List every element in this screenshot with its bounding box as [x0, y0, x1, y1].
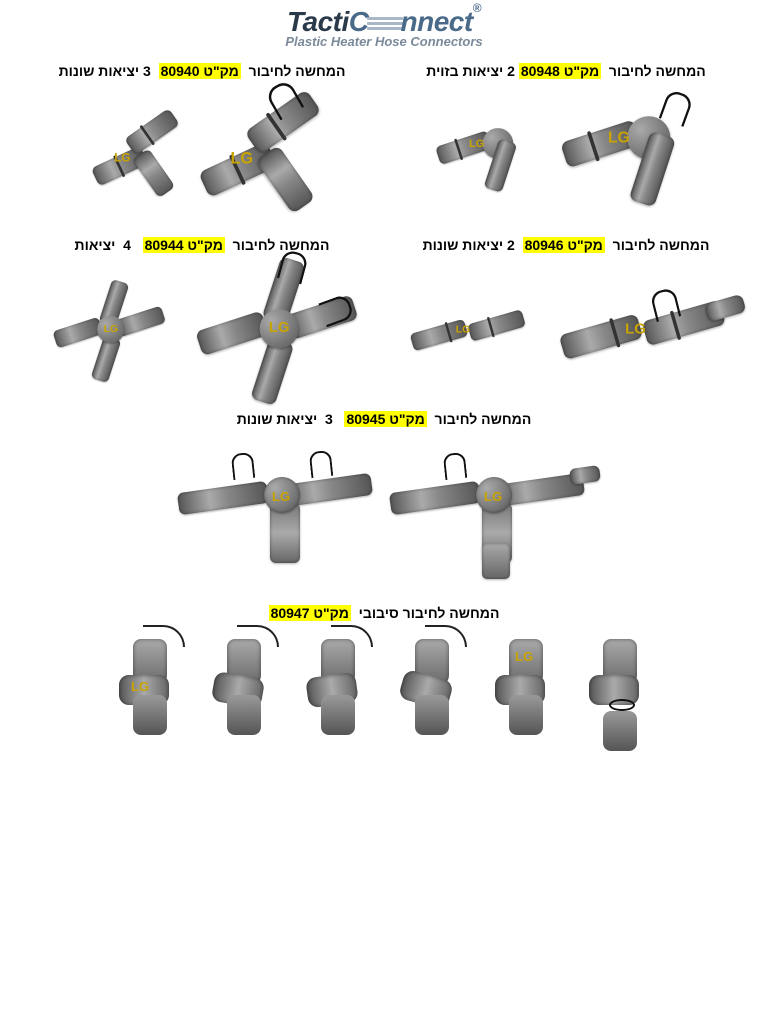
- t-suffix: יציאות בזוית: [426, 63, 503, 79]
- t-suffix: יציאות: [75, 237, 116, 253]
- product-80944: המחשה לחיבור מק"ט 80944 4 יציאות LG: [20, 237, 384, 401]
- title-80945: המחשה לחיבור מק"ט 80945 3 יציאות שונות: [20, 411, 748, 427]
- registered-icon: ®: [473, 1, 481, 15]
- brand-logo: TactiCnnect® Plastic Heater Hose Connect…: [20, 8, 748, 49]
- lg-label: LG: [515, 649, 533, 664]
- t-suffix: יציאות שונות: [59, 63, 140, 79]
- t-sku: 80940: [161, 63, 200, 79]
- product-80946: המחשה לחיבור מק"ט 80946 2 יציאות שונות L…: [384, 237, 748, 401]
- swivel-pose-1: LG: [109, 629, 189, 739]
- tee-connector-assembled: LG: [178, 445, 378, 585]
- t-prefix: המחשה לחיבור סיבובי: [359, 605, 500, 621]
- brand-name: TactiCnnect®: [20, 8, 748, 36]
- t-count: 2: [507, 237, 515, 253]
- lg-label: LG: [484, 489, 502, 504]
- t-sku: 80944: [145, 237, 184, 253]
- t-count: 2: [507, 63, 515, 79]
- t-sku: 80946: [525, 237, 564, 253]
- swivel-exploded: [579, 629, 659, 739]
- lg-label: LG: [272, 489, 290, 504]
- lg-label: LG: [131, 679, 149, 694]
- swivel-pose-2: [203, 629, 283, 739]
- lg-label: LG: [625, 320, 646, 337]
- product-80945: המחשה לחיבור מק"ט 80945 3 יציאות שונות L…: [20, 411, 748, 595]
- t-sku-label: מק"ט: [564, 63, 599, 79]
- cross-connector-small: LG: [54, 279, 166, 383]
- t-sku-label: מק"ט: [389, 411, 424, 427]
- o-ring-icon: [609, 699, 635, 711]
- lg-label: LG: [469, 137, 484, 150]
- t-count: 3: [143, 63, 151, 79]
- y-connector-large: LG: [196, 88, 321, 226]
- brand-subtitle: Plastic Heater Hose Connectors: [20, 34, 748, 49]
- title-80940: המחשה לחיבור מק"ט 80940 3 יציאות שונות: [20, 63, 384, 79]
- straight-connector-small: LG: [411, 307, 531, 355]
- t-sku: 80947: [271, 605, 310, 621]
- brand-right: nnect: [401, 6, 473, 37]
- title-80948: המחשה לחיבור מק"ט 80948 2 יציאות בזוית: [384, 63, 748, 79]
- product-80948: המחשה לחיבור מק"ט 80948 2 יציאות בזוית L…: [384, 63, 748, 227]
- lg-label: LG: [456, 323, 470, 335]
- swivel-pose-5: LG: [485, 629, 565, 739]
- t-sku-label: מק"ט: [313, 605, 348, 621]
- t-prefix: המחשה לחיבור: [233, 237, 330, 253]
- catalog-page: TactiCnnect® Plastic Heater Hose Connect…: [0, 0, 768, 769]
- row-1: המחשה לחיבור מק"ט 80940 3 יציאות שונות L…: [20, 63, 748, 227]
- t-sku: 80945: [346, 411, 385, 427]
- lg-label: LG: [608, 128, 630, 146]
- lg-label: LG: [104, 322, 118, 334]
- t-prefix: המחשה לחיבור: [249, 63, 346, 79]
- illus-80945: LG LG: [20, 435, 748, 595]
- brand-bars-icon: [367, 15, 403, 32]
- t-suffix: יציאות שונות: [237, 411, 318, 427]
- illus-80940: LG LG: [20, 87, 384, 227]
- title-80947: המחשה לחיבור סיבובי מק"ט 80947: [20, 605, 748, 621]
- t-prefix: המחשה לחיבור: [613, 237, 710, 253]
- illus-80944: LG LG: [20, 261, 384, 401]
- brand-left: Tacti: [287, 6, 349, 37]
- swivel-pose-4: [391, 629, 471, 739]
- row-2: המחשה לחיבור מק"ט 80944 4 יציאות LG: [20, 237, 748, 401]
- t-suffix: יציאות שונות: [423, 237, 504, 253]
- t-count: 3: [325, 411, 333, 427]
- elbow-connector-small: LG: [435, 106, 537, 208]
- lg-label: LG: [231, 148, 254, 167]
- t-count: 4: [123, 237, 131, 253]
- swivel-pose-3: [297, 629, 377, 739]
- y-connector-small: LG: [89, 108, 179, 207]
- t-prefix: המחשה לחיבור: [435, 411, 532, 427]
- product-80947: המחשה לחיבור סיבובי מק"ט 80947 LG LG: [20, 605, 748, 739]
- title-80944: המחשה לחיבור מק"ט 80944 4 יציאות: [20, 237, 384, 253]
- lg-label: LG: [114, 151, 130, 165]
- product-80940: המחשה לחיבור מק"ט 80940 3 יציאות שונות L…: [20, 63, 384, 227]
- illus-80948: LG LG: [384, 87, 748, 227]
- cross-connector-large: LG: [198, 256, 359, 406]
- straight-connector-large: LG: [561, 297, 734, 366]
- lg-label: LG: [269, 318, 290, 335]
- illus-80946: LG LG: [384, 261, 748, 401]
- t-sku-label: מק"ט: [187, 237, 222, 253]
- t-sku-label: מק"ט: [567, 237, 602, 253]
- tee-connector-exploded: LG: [390, 445, 590, 585]
- title-80946: המחשה לחיבור מק"ט 80946 2 יציאות שונות: [384, 237, 748, 253]
- t-sku: 80948: [521, 63, 560, 79]
- illus-80947: LG LG: [20, 629, 748, 739]
- elbow-connector-large: LG: [560, 85, 704, 229]
- t-prefix: המחשה לחיבור: [609, 63, 706, 79]
- t-sku-label: מק"ט: [203, 63, 238, 79]
